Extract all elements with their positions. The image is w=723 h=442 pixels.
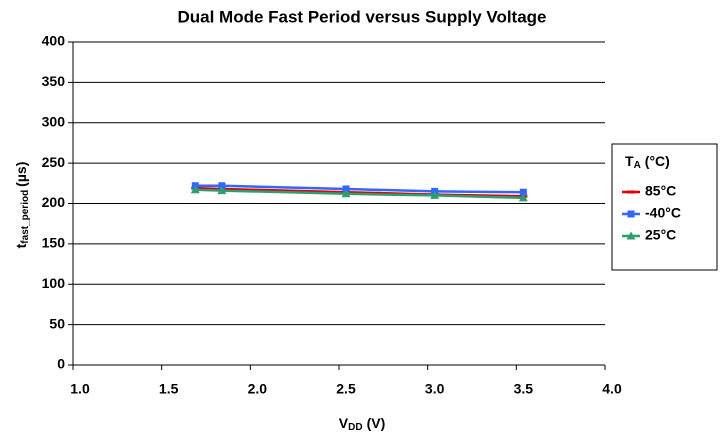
- marker: [518, 193, 528, 202]
- marker: [218, 182, 226, 190]
- x-tick-label: 2.5: [336, 381, 356, 397]
- legend-title-unit: (°C): [645, 153, 670, 169]
- x-label-main: V: [339, 415, 349, 431]
- y-tick-label: 100: [42, 275, 66, 291]
- y-tick-label: 150: [42, 235, 66, 251]
- x-tick-label: 1.0: [70, 381, 90, 397]
- y-axis-label: tfast_period (µs): [13, 162, 31, 249]
- y-tick-label: 350: [42, 73, 66, 89]
- marker: [342, 185, 350, 193]
- marker: [626, 231, 636, 240]
- x-label-unit: (V): [367, 415, 386, 431]
- x-axis-label: VDD (V): [339, 415, 385, 433]
- legend-title-main: T: [625, 153, 634, 169]
- marker: [341, 189, 351, 198]
- y-label-main: t: [13, 243, 29, 248]
- x-label-sub: DD: [348, 422, 362, 433]
- y-tick-label: 400: [42, 33, 66, 49]
- marker: [519, 188, 527, 196]
- legend-label: 25°C: [645, 227, 676, 243]
- legend-title-sub: A: [634, 160, 641, 171]
- chart-title: Dual Mode Fast Period versus Supply Volt…: [177, 7, 546, 26]
- y-label-sub: fast_period: [20, 190, 31, 244]
- x-tick-label: 1.5: [159, 381, 179, 397]
- marker: [217, 186, 227, 195]
- y-tick-label: 50: [49, 315, 65, 331]
- legend-box: [611, 143, 718, 271]
- x-tick-label: 4.0: [602, 381, 622, 397]
- y-tick-label: 200: [42, 194, 66, 210]
- x-tick-label: 2.0: [248, 381, 268, 397]
- y-label-unit: (µs): [13, 162, 29, 187]
- x-tick-label: 3.0: [425, 381, 445, 397]
- legend-title: TA (°C): [625, 153, 670, 171]
- legend-label: 85°C: [645, 183, 676, 199]
- y-tick-label: 0: [57, 356, 65, 372]
- marker: [627, 210, 635, 218]
- legend-label: -40°C: [645, 205, 681, 221]
- x-tick-label: 3.5: [514, 381, 534, 397]
- marker: [430, 190, 440, 199]
- y-tick-label: 300: [42, 113, 66, 129]
- marker: [190, 185, 200, 194]
- y-tick-label: 250: [42, 154, 66, 170]
